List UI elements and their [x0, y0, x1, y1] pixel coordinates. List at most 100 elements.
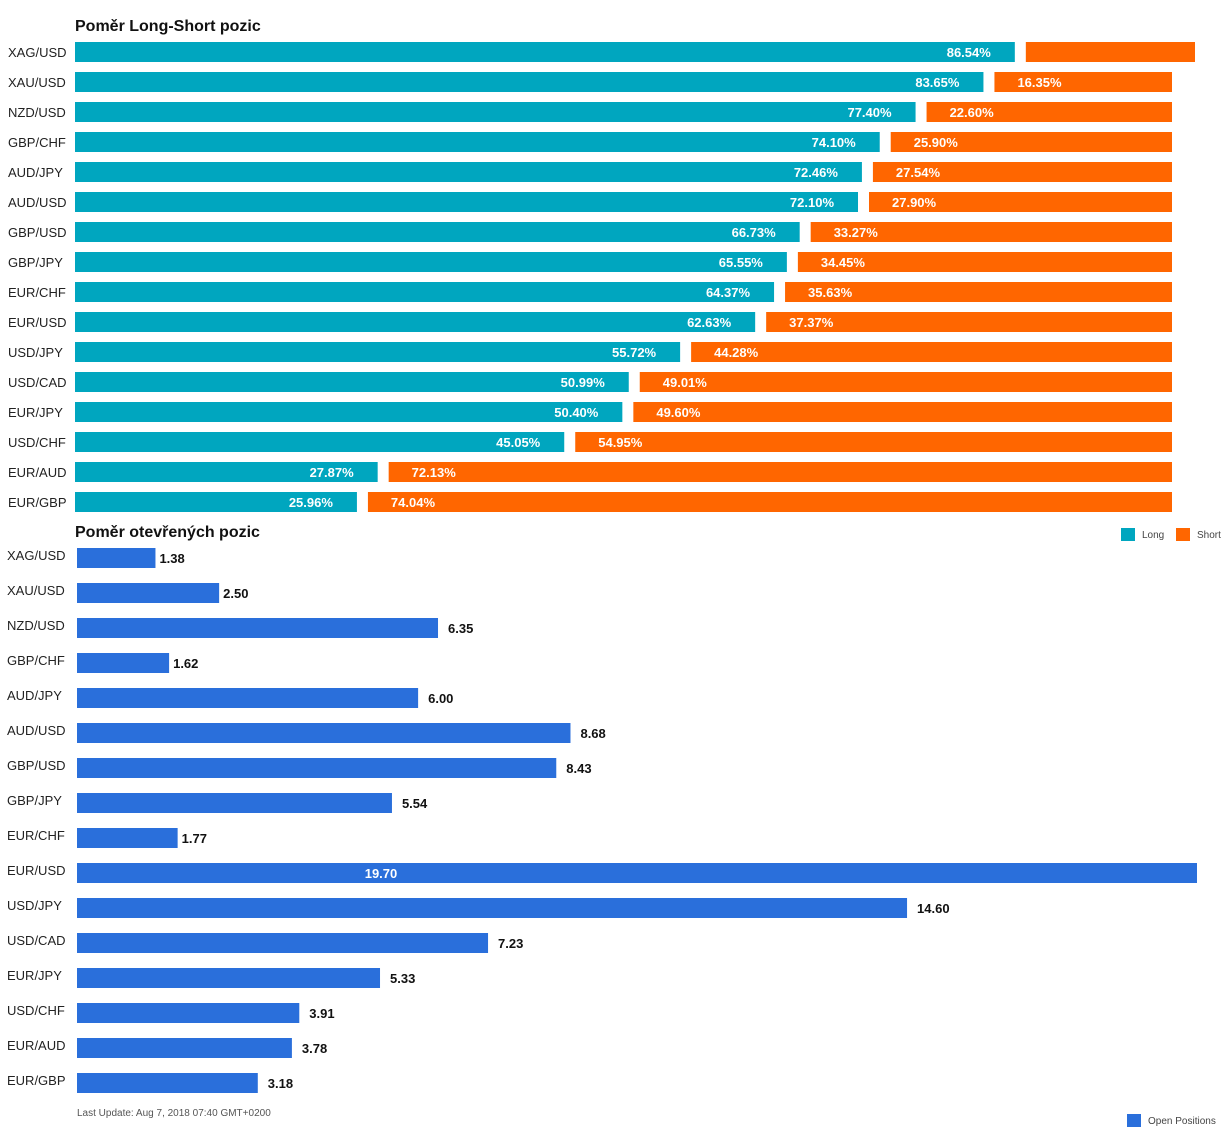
op-value-label-usd-jpy: 14.60	[917, 901, 950, 916]
ls-category-label-usd-chf: USD/CHF	[8, 435, 66, 450]
op-category-label-nzd-usd: NZD/USD	[7, 618, 65, 633]
ls-long-label-gbp-usd: 66.73%	[732, 225, 777, 240]
op-bar-aud-usd	[77, 723, 571, 743]
op-category-label-usd-chf: USD/CHF	[7, 1003, 65, 1018]
ls-long-bar-gbp-jpy	[75, 252, 787, 272]
ls-long-bar-aud-usd	[75, 192, 859, 212]
ls-long-bar-nzd-usd	[75, 102, 916, 122]
ls-long-bar-usd-chf	[75, 432, 565, 452]
ls-category-label-eur-chf: EUR/CHF	[8, 285, 66, 300]
ls-category-label-nzd-usd: NZD/USD	[8, 105, 66, 120]
ls-short-bar-eur-aud	[388, 462, 1172, 482]
ls-long-label-usd-chf: 45.05%	[496, 435, 541, 450]
ls-short-label-aud-usd: 27.90%	[892, 195, 937, 210]
op-category-label-eur-aud: EUR/AUD	[7, 1038, 66, 1053]
op-bar-usd-jpy	[77, 898, 908, 918]
legend-short-label: Short	[1197, 530, 1221, 541]
op-value-label-eur-gbp: 3.18	[268, 1076, 293, 1091]
ls-short-bar-aud-usd	[869, 192, 1172, 212]
long-short-legend: Long Short	[1121, 528, 1221, 541]
op-category-label-eur-usd: EUR/USD	[7, 863, 66, 878]
ls-category-label-usd-cad: USD/CAD	[8, 375, 67, 390]
op-value-label-eur-usd: 19.70	[365, 866, 398, 881]
ls-category-label-eur-aud: EUR/AUD	[8, 465, 67, 480]
op-value-label-aud-usd: 8.68	[580, 726, 605, 741]
ls-long-label-eur-jpy: 50.40%	[554, 405, 599, 420]
ls-long-bar-aud-jpy	[75, 162, 862, 182]
ls-short-label-eur-gbp: 74.04%	[391, 495, 436, 510]
ls-long-bar-eur-usd	[75, 312, 756, 332]
ls-short-label-eur-usd: 37.37%	[789, 315, 834, 330]
op-category-label-xag-usd: XAG/USD	[7, 548, 66, 563]
ls-short-bar-gbp-jpy	[797, 252, 1172, 272]
legend-open-positions-swatch	[1127, 1114, 1141, 1127]
legend-long-label: Long	[1142, 530, 1164, 541]
ls-short-label-usd-chf: 54.95%	[598, 435, 643, 450]
op-value-label-xag-usd: 1.38	[159, 551, 184, 566]
ls-long-label-xau-usd: 83.65%	[915, 75, 960, 90]
op-bar-aud-jpy	[77, 688, 419, 708]
op-category-label-eur-chf: EUR/CHF	[7, 828, 65, 843]
ls-short-bar-aud-jpy	[872, 162, 1172, 182]
ls-long-bar-eur-gbp	[75, 492, 357, 512]
ls-short-label-nzd-usd: 22.60%	[950, 105, 995, 120]
legend-short-swatch	[1176, 528, 1190, 541]
ls-short-label-gbp-chf: 25.90%	[914, 135, 959, 150]
ls-short-bar-xau-usd	[994, 72, 1172, 92]
ls-short-bar-usd-jpy	[691, 342, 1172, 362]
ls-long-label-eur-chf: 64.37%	[706, 285, 751, 300]
op-category-label-eur-jpy: EUR/JPY	[7, 968, 62, 983]
op-bar-eur-aud	[77, 1038, 292, 1058]
open-positions-chart-title: Poměr otevřených pozic	[75, 524, 260, 541]
op-category-label-usd-cad: USD/CAD	[7, 933, 66, 948]
open-positions-chart: Poměr otevřených pozic XAG/USD 1.38 XAU/US…	[7, 524, 1197, 1093]
ls-category-label-eur-jpy: EUR/JPY	[8, 405, 63, 420]
ls-long-label-usd-cad: 50.99%	[561, 375, 606, 390]
ls-long-label-aud-usd: 72.10%	[790, 195, 835, 210]
ls-long-bar-usd-cad	[75, 372, 629, 392]
ls-category-label-gbp-usd: GBP/USD	[8, 225, 67, 240]
ls-short-bar-gbp-usd	[810, 222, 1172, 242]
op-bar-usd-chf	[77, 1003, 300, 1023]
ls-category-label-aud-jpy: AUD/JPY	[8, 165, 63, 180]
op-bar-gbp-usd	[77, 758, 557, 778]
ls-long-label-gbp-jpy: 65.55%	[719, 255, 764, 270]
op-value-label-gbp-jpy: 5.54	[402, 796, 428, 811]
ls-long-label-eur-gbp: 25.96%	[289, 495, 334, 510]
op-value-label-xau-usd: 2.50	[223, 586, 248, 601]
op-bar-usd-cad	[77, 933, 489, 953]
ls-short-label-eur-chf: 35.63%	[808, 285, 853, 300]
open-positions-legend: Open Positions	[1127, 1114, 1216, 1127]
ls-long-bar-eur-chf	[75, 282, 775, 302]
ls-category-label-usd-jpy: USD/JPY	[8, 345, 63, 360]
op-bar-eur-jpy	[77, 968, 381, 988]
op-category-label-gbp-jpy: GBP/JPY	[7, 793, 62, 808]
op-category-label-xau-usd: XAU/USD	[7, 583, 65, 598]
op-bar-eur-gbp	[77, 1073, 258, 1093]
op-value-label-usd-cad: 7.23	[498, 936, 523, 951]
op-bar-eur-usd	[77, 863, 1197, 883]
legend-open-positions-label: Open Positions	[1148, 1116, 1216, 1127]
op-category-label-gbp-chf: GBP/CHF	[7, 653, 65, 668]
ls-short-bar-nzd-usd	[926, 102, 1172, 122]
op-category-label-gbp-usd: GBP/USD	[7, 758, 66, 773]
op-category-label-aud-usd: AUD/USD	[7, 723, 66, 738]
ls-short-label-gbp-jpy: 34.45%	[821, 255, 866, 270]
op-category-label-aud-jpy: AUD/JPY	[7, 688, 62, 703]
ls-short-label-usd-jpy: 44.28%	[714, 345, 759, 360]
ls-category-label-xau-usd: XAU/USD	[8, 75, 66, 90]
ls-long-label-nzd-usd: 77.40%	[847, 105, 892, 120]
ls-long-bar-xag-usd	[75, 42, 1015, 62]
long-short-chart-title: Poměr Long-Short pozic	[75, 18, 261, 35]
op-bar-gbp-chf	[77, 653, 170, 673]
ls-category-label-eur-usd: EUR/USD	[8, 315, 67, 330]
ls-short-label-usd-cad: 49.01%	[663, 375, 708, 390]
op-bar-gbp-jpy	[77, 793, 392, 813]
ls-short-label-xau-usd: 16.35%	[1017, 75, 1062, 90]
ls-long-label-eur-aud: 27.87%	[310, 465, 355, 480]
ls-long-label-gbp-chf: 74.10%	[812, 135, 857, 150]
ls-short-bar-xag-usd	[1025, 42, 1195, 62]
op-value-label-aud-jpy: 6.00	[428, 691, 453, 706]
op-value-label-eur-aud: 3.78	[302, 1041, 327, 1056]
